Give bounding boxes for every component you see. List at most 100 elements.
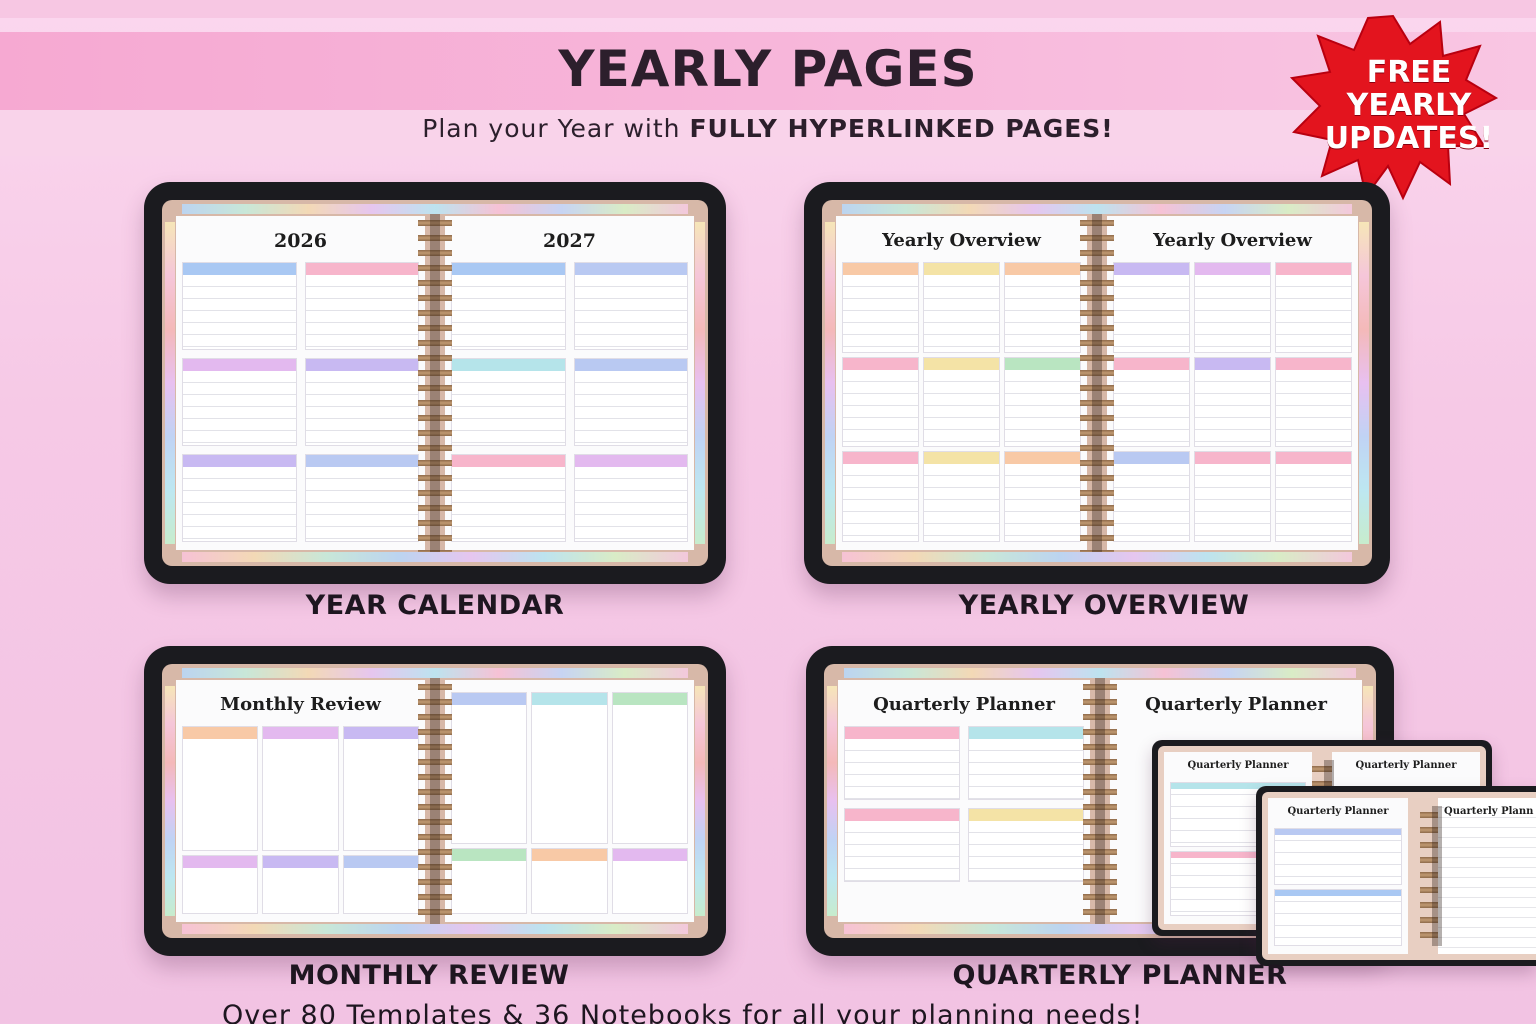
- overview-block[interactable]: [842, 262, 919, 353]
- review-block[interactable]: [182, 855, 259, 914]
- month-block[interactable]: [573, 358, 688, 446]
- month-block[interactable]: [451, 262, 566, 350]
- review-block[interactable]: [611, 847, 688, 914]
- tablet-monthly-review: Monthly Review: [144, 646, 726, 956]
- page-subtitle: Plan your Year with FULLY HYPERLINKED PA…: [0, 114, 1536, 143]
- quarter-block[interactable]: [844, 726, 960, 800]
- month-block[interactable]: [573, 262, 688, 350]
- top-tabs[interactable]: [842, 204, 1352, 214]
- right-page-title: Quarterly Planner: [1145, 694, 1327, 715]
- review-grid: [451, 692, 688, 914]
- overview-block[interactable]: [1113, 262, 1190, 353]
- review-block[interactable]: [611, 692, 688, 844]
- overview-block[interactable]: [842, 451, 919, 542]
- review-block[interactable]: [451, 692, 528, 844]
- review-block[interactable]: [342, 726, 419, 852]
- review-block[interactable]: [531, 847, 608, 914]
- overview-block[interactable]: [842, 356, 919, 448]
- overview-block[interactable]: [1113, 451, 1190, 542]
- label-monthly-review: MONTHLY REVIEW: [288, 960, 570, 991]
- overview-block[interactable]: [1194, 451, 1271, 542]
- overview-block[interactable]: [1004, 356, 1081, 448]
- subtitle-emphasis: FULLY HYPERLINKED PAGES!: [689, 114, 1114, 143]
- footer-text: Over 80 Templates & 36 Notebooks for all…: [222, 1000, 1144, 1024]
- left-page: 2026: [176, 216, 425, 550]
- badge-line-2: YEARLY: [1346, 88, 1472, 123]
- label-yearly-overview: YEARLY OVERVIEW: [958, 590, 1250, 621]
- overview-block[interactable]: [1275, 356, 1352, 448]
- tablet-screen: 2026 2027: [162, 200, 708, 566]
- overview-block[interactable]: [1275, 451, 1352, 542]
- overview-block[interactable]: [923, 262, 1000, 353]
- overview-block[interactable]: [923, 356, 1000, 448]
- right-tabs[interactable]: [695, 686, 705, 916]
- starburst-badge-icon: [1289, 14, 1498, 201]
- month-block[interactable]: [182, 262, 297, 350]
- top-stripe: [0, 0, 1536, 18]
- left-tabs[interactable]: [825, 222, 835, 544]
- month-block[interactable]: [304, 262, 419, 350]
- overview-block[interactable]: [923, 451, 1000, 542]
- bottom-tabs[interactable]: [182, 924, 688, 934]
- badge-line-1: FREE: [1366, 55, 1452, 90]
- tablet-screen: Yearly Overview Yearly Overview: [822, 200, 1372, 566]
- left-page: Yearly Overview: [836, 216, 1087, 550]
- top-tabs[interactable]: [844, 668, 1356, 678]
- overview-block[interactable]: [1113, 356, 1190, 448]
- month-block[interactable]: [304, 454, 419, 542]
- review-grid: [182, 726, 419, 914]
- top-tabs[interactable]: [182, 668, 688, 678]
- tablet-yearly-overview: Yearly Overview Yearly Overview: [804, 182, 1390, 584]
- left-tabs[interactable]: [165, 222, 175, 544]
- label-year-calendar: YEAR CALENDAR: [305, 590, 565, 621]
- overview-block[interactable]: [1275, 262, 1352, 353]
- left-tabs[interactable]: [165, 686, 175, 916]
- overview-block[interactable]: [1194, 356, 1271, 448]
- overview-grid: [842, 262, 1081, 542]
- right-page-title: Yearly Overview: [1153, 230, 1312, 251]
- overview-grid: [1113, 262, 1352, 542]
- tablet-screen: Monthly Review: [162, 664, 708, 938]
- month-block[interactable]: [451, 358, 566, 446]
- quarter-block[interactable]: [1274, 828, 1402, 885]
- left-tabs[interactable]: [827, 686, 837, 916]
- mini-tablet-2: Quarterly Planner Quarterly Plann: [1256, 786, 1536, 966]
- top-tabs[interactable]: [182, 204, 688, 214]
- review-block[interactable]: [342, 855, 419, 914]
- right-page: Yearly Overview: [1107, 216, 1358, 550]
- month-block[interactable]: [573, 454, 688, 542]
- quarter-block[interactable]: [1274, 889, 1402, 946]
- overview-block[interactable]: [1004, 262, 1081, 353]
- overview-block[interactable]: [1004, 451, 1081, 542]
- label-quarterly-planner: QUARTERLY PLANNER: [952, 960, 1288, 991]
- quarter-block[interactable]: [968, 808, 1084, 882]
- review-block[interactable]: [262, 726, 339, 852]
- review-block[interactable]: [182, 726, 259, 852]
- left-page-title: Quarterly Planner: [1287, 806, 1389, 817]
- month-block[interactable]: [182, 454, 297, 542]
- overview-block[interactable]: [1194, 262, 1271, 353]
- bottom-tabs[interactable]: [182, 552, 688, 562]
- right-page: [445, 680, 694, 922]
- month-block[interactable]: [451, 454, 566, 542]
- quarter-block[interactable]: [844, 808, 960, 882]
- month-block[interactable]: [304, 358, 419, 446]
- spiral-binding: [1080, 214, 1114, 552]
- spiral-binding: [1083, 678, 1117, 924]
- right-tabs[interactable]: [1359, 222, 1369, 544]
- page-title: YEARLY PAGES: [558, 40, 978, 98]
- bottom-tabs[interactable]: [842, 552, 1352, 562]
- review-block[interactable]: [262, 855, 339, 914]
- review-block[interactable]: [531, 692, 608, 844]
- left-page: Monthly Review: [176, 680, 425, 922]
- month-grid: [451, 262, 688, 542]
- right-tabs[interactable]: [695, 222, 705, 544]
- title-banner: [0, 32, 1536, 110]
- left-page-title: Quarterly Planner: [873, 694, 1055, 715]
- bottom-tabs[interactable]: [844, 924, 1356, 934]
- spiral-binding: [418, 214, 452, 552]
- month-block[interactable]: [182, 358, 297, 446]
- quarter-grid: [844, 726, 1084, 882]
- quarter-block[interactable]: [968, 726, 1084, 800]
- review-block[interactable]: [451, 847, 528, 914]
